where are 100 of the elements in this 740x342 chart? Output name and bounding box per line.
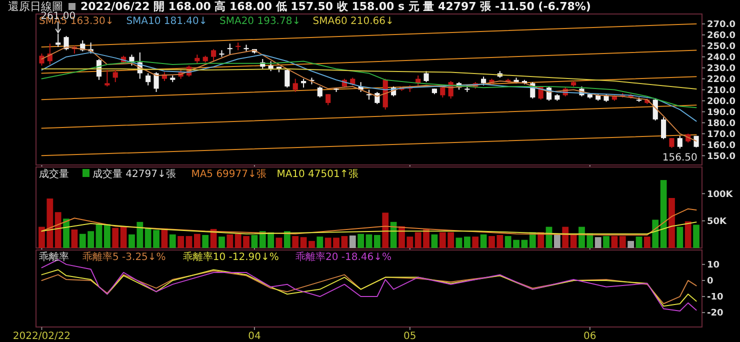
bar xyxy=(660,180,667,248)
text: SMA60 210.66↓ xyxy=(312,16,394,27)
bar xyxy=(276,238,282,248)
bar xyxy=(374,234,380,248)
bar xyxy=(693,224,700,248)
bar xyxy=(169,234,176,248)
line-series xyxy=(41,68,697,90)
y-tick-label: 50K xyxy=(707,216,728,227)
y-tick-label: 210.0 xyxy=(707,86,736,96)
bar xyxy=(251,234,258,248)
bar xyxy=(366,234,372,248)
series-label: 乖離率10 -12.90↓% xyxy=(182,251,279,263)
bar xyxy=(472,236,479,248)
legend-label: 成交量 42797↓張 xyxy=(92,168,176,180)
bar xyxy=(112,228,119,248)
y-tick-label: 170.0 xyxy=(707,130,736,140)
bar xyxy=(202,234,209,248)
y-tick-label: 270.0 xyxy=(707,20,736,30)
series-label: 乖離率20 -18.46↓% xyxy=(296,251,392,263)
bar xyxy=(349,235,356,248)
annotation: 156.50 xyxy=(662,152,698,164)
bar xyxy=(63,218,70,248)
bar xyxy=(652,220,659,248)
x-tick-label: 05 xyxy=(404,331,416,342)
bar xyxy=(104,224,110,248)
bar xyxy=(431,234,438,248)
candlestick xyxy=(284,68,290,88)
bar xyxy=(628,240,634,248)
bar xyxy=(570,234,577,248)
candlestick xyxy=(292,78,298,92)
y-tick-label: 100K xyxy=(707,190,734,200)
bar xyxy=(96,224,102,248)
y-tick-label: -20 xyxy=(707,308,724,319)
bar xyxy=(611,236,618,248)
text: MA10 47501↑張 xyxy=(276,169,358,180)
bar xyxy=(120,226,127,248)
series-label: 乖離率5 -3.25↓% xyxy=(82,251,166,263)
y-tick-label: 230.0 xyxy=(707,64,736,74)
y-tick-label: 0 xyxy=(707,276,714,287)
bar xyxy=(308,240,315,248)
candlestick xyxy=(661,116,666,140)
candlestick xyxy=(112,70,118,83)
bar xyxy=(358,234,364,248)
bar xyxy=(382,212,389,248)
chart-title: 還原日線圖 xyxy=(8,0,63,13)
y-tick-label: 260.0 xyxy=(707,31,736,42)
y-tick-label: -10 xyxy=(707,292,724,303)
candlestick xyxy=(424,70,429,83)
bar xyxy=(300,237,307,248)
candlestick xyxy=(154,72,159,92)
bar xyxy=(684,221,692,248)
y-tick-label: 10 xyxy=(707,260,720,271)
candlestick xyxy=(317,86,322,98)
bar xyxy=(71,230,78,248)
bar xyxy=(636,236,642,248)
bar xyxy=(292,236,299,248)
bar xyxy=(644,236,650,248)
candlestick xyxy=(326,94,331,106)
text: SMA20 193.78↓ xyxy=(220,16,301,27)
bar xyxy=(594,237,602,248)
bar xyxy=(521,240,528,248)
bar xyxy=(668,198,675,248)
y-axis-title: 成交量 xyxy=(39,168,69,180)
line-series xyxy=(41,60,697,108)
y-tick-label: 180.0 xyxy=(707,118,736,129)
bar xyxy=(480,234,487,248)
bar xyxy=(554,234,560,248)
line-series xyxy=(41,208,697,236)
x-tick-label: 06 xyxy=(584,331,596,342)
text: MA5 69977↓張 xyxy=(191,169,266,180)
bar xyxy=(54,212,62,248)
y-tick-label: 240.0 xyxy=(707,52,736,63)
x-tick-label: 2022/02/22 xyxy=(12,331,71,342)
y-axis-title: 乖離率 xyxy=(39,251,69,263)
bar xyxy=(603,236,610,248)
bar xyxy=(456,238,462,248)
bar xyxy=(676,226,684,248)
y-tick-label: 150.0 xyxy=(707,152,736,162)
candlestick xyxy=(211,48,216,62)
bar xyxy=(284,231,290,248)
bar xyxy=(178,236,184,248)
text: SMA10 181.40↓ xyxy=(126,16,208,27)
bar xyxy=(464,236,470,248)
bar xyxy=(218,236,225,248)
candlestick xyxy=(146,72,151,86)
candlestick xyxy=(39,53,44,66)
candlestick xyxy=(268,60,274,72)
bar xyxy=(562,226,569,248)
y-tick-label: 160.0 xyxy=(707,140,736,151)
x-tick-label: 04 xyxy=(248,331,261,342)
candlestick xyxy=(219,50,224,58)
bar xyxy=(619,236,626,248)
y-tick-label: 200.0 xyxy=(707,96,736,107)
y-tick-label: 250.0 xyxy=(707,42,736,52)
bar xyxy=(226,234,234,248)
chart-subtitle: 2022/06/22 開 168.00 高 168.00 低 157.50 收 158.00 s 元 量 42797 張 -11.50 (-6.78%) xyxy=(80,0,591,13)
candlestick xyxy=(366,89,372,100)
candlestick xyxy=(669,138,674,148)
y-tick-label: 220.0 xyxy=(707,74,736,85)
candlestick xyxy=(64,35,69,51)
